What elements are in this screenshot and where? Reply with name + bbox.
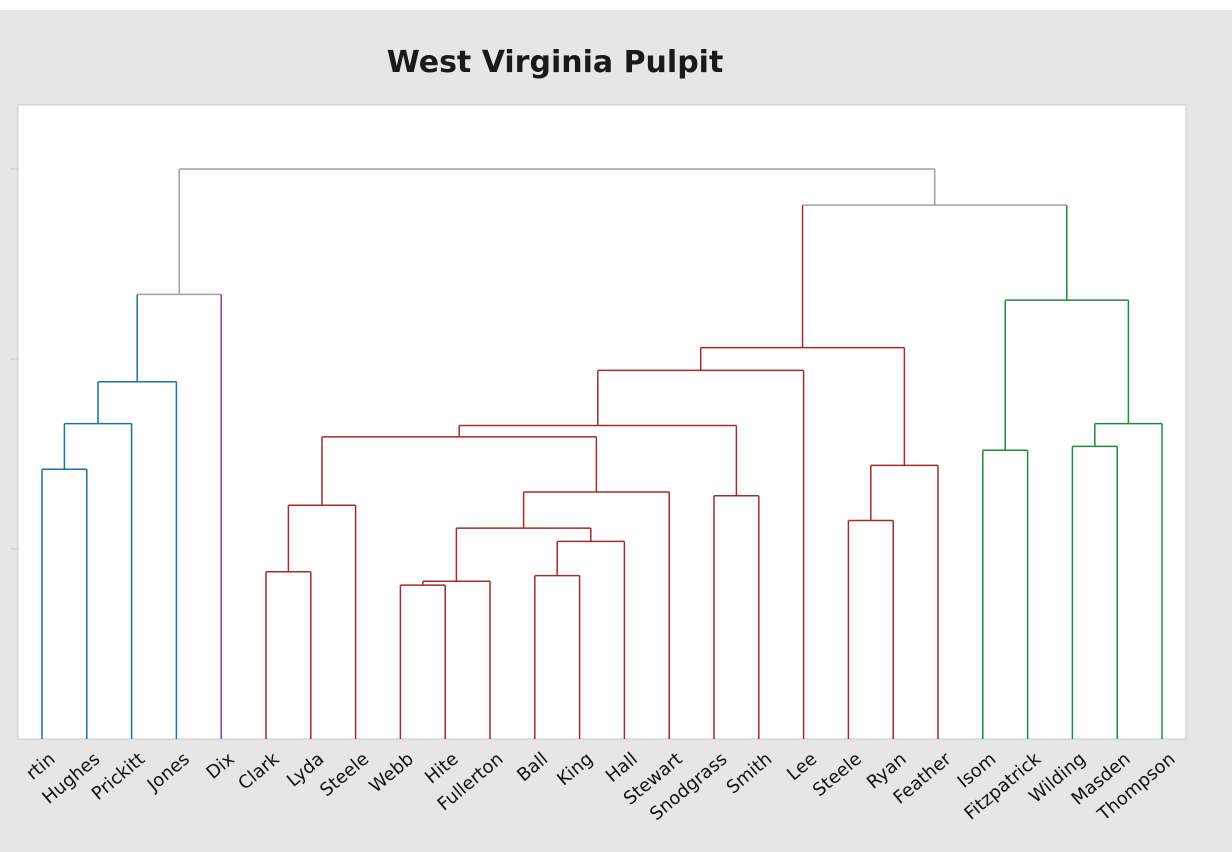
dendrogram-links bbox=[41, 168, 1163, 739]
y-axis-ticks bbox=[10, 168, 18, 550]
chart-title: West Virginia Pulpit bbox=[387, 45, 724, 80]
plot-area bbox=[17, 104, 1187, 740]
top-white-strip bbox=[0, 0, 1232, 10]
